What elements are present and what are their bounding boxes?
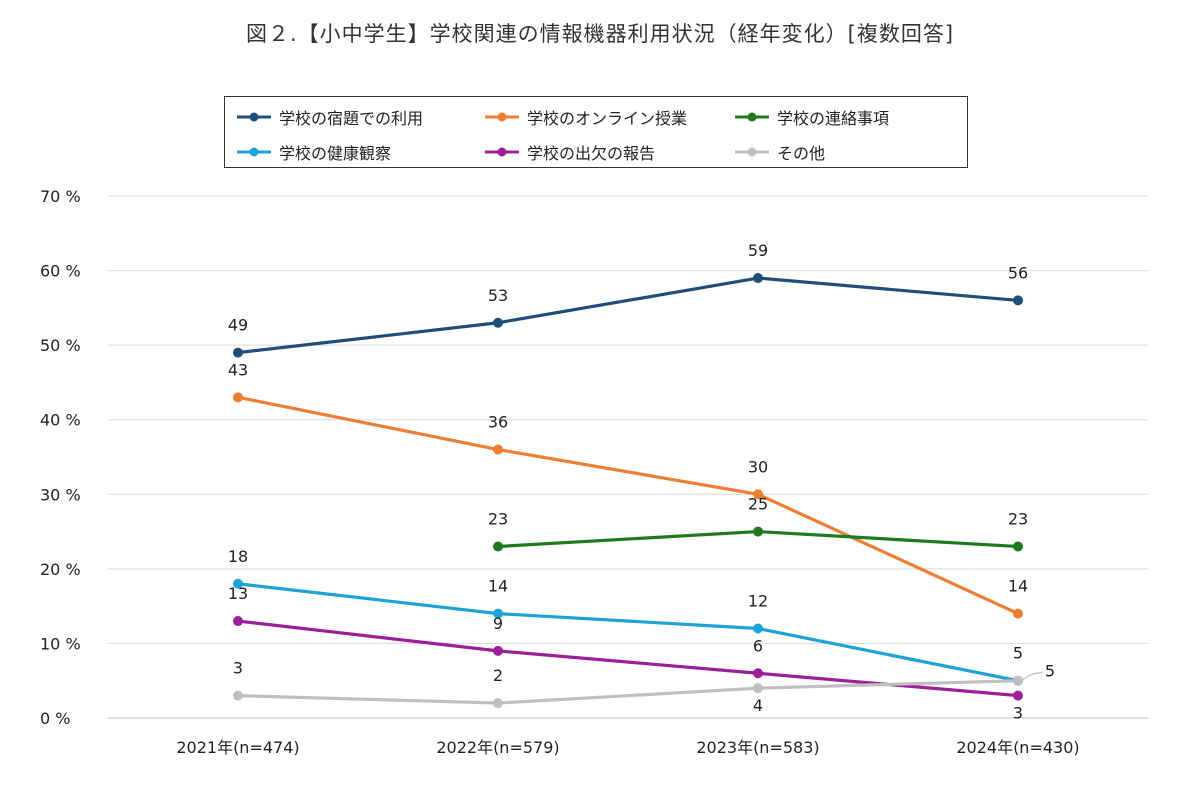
legend-marker-other (735, 147, 769, 157)
y-tick-label: 10 % (40, 634, 81, 653)
data-label: 56 (1008, 263, 1028, 282)
data-point (1013, 675, 1023, 686)
legend-label-online-class: 学校のオンライン授業 (527, 109, 688, 128)
data-label: 30 (748, 457, 768, 476)
y-tick-label: 20 % (40, 560, 81, 579)
x-tick-label: 2023年(n=583) (696, 738, 819, 757)
legend-label-attendance: 学校の出欠の報告 (527, 144, 656, 163)
data-label: 18 (228, 547, 248, 566)
legend-marker-notices (735, 112, 769, 122)
legend-label-health-check: 学校の健康観察 (279, 144, 392, 163)
legend-item-online-class: 学校のオンライン授業 (483, 105, 687, 129)
data-label: 23 (1008, 509, 1028, 528)
data-label: 5 (1013, 644, 1023, 663)
y-tick-label: 40 % (40, 411, 81, 430)
y-tick-label: 0 % (40, 709, 70, 728)
data-label: 14 (1008, 577, 1028, 596)
data-point (493, 645, 503, 656)
data-point (753, 526, 763, 537)
data-label: 53 (488, 286, 508, 305)
data-label: 9 (493, 614, 503, 633)
data-point (233, 578, 243, 589)
data-label: 43 (228, 360, 248, 379)
data-point (233, 690, 243, 701)
data-label: 3 (233, 659, 243, 678)
y-tick-label: 50 % (40, 336, 81, 355)
legend-marker-health-check (237, 147, 271, 157)
y-tick-label: 30 % (40, 485, 81, 504)
data-point (493, 541, 503, 552)
data-point (1013, 295, 1023, 306)
legend-label-other: その他 (777, 144, 826, 163)
data-label: 36 (488, 413, 508, 432)
data-point (753, 623, 763, 634)
data-label: 25 (748, 495, 768, 514)
data-label: 6 (753, 636, 763, 655)
data-point (1013, 541, 1023, 552)
legend-label-notices: 学校の連絡事項 (777, 109, 890, 128)
legend-label-homework: 学校の宿題での利用 (279, 109, 424, 128)
x-tick-label: 2022年(n=579) (436, 738, 559, 757)
data-point (753, 668, 763, 679)
legend-marker-online-class (485, 112, 519, 122)
y-tick-label: 70 % (40, 187, 81, 206)
data-label: 23 (488, 509, 508, 528)
chart-title: 図２.【小中学生】学校関連の情報機器利用状況（経年変化）[複数回答] (245, 22, 955, 46)
data-label: 12 (748, 592, 768, 611)
data-point (233, 347, 243, 358)
data-point (493, 317, 503, 328)
x-tick-label: 2021年(n=474) (176, 738, 299, 757)
label-leader-line (1021, 672, 1043, 682)
legend-item-notices: 学校の連絡事項 (733, 105, 889, 129)
series-line (237, 679, 1019, 705)
data-point (233, 392, 243, 403)
legend-marker-homework (237, 112, 271, 122)
legend-item-homework: 学校の宿題での利用 (235, 105, 423, 129)
data-label: 13 (228, 584, 248, 603)
data-label: 5 (1045, 662, 1055, 681)
legend-item-other: その他 (733, 140, 825, 164)
data-point (493, 608, 503, 619)
legend-marker-attendance (485, 147, 519, 157)
legend-item-attendance: 学校の出欠の報告 (483, 140, 655, 164)
data-point (1013, 608, 1023, 619)
data-point (1013, 690, 1023, 701)
data-point (493, 444, 503, 455)
y-tick-label: 60 % (40, 262, 81, 281)
data-point (753, 273, 763, 284)
data-label: 49 (228, 316, 248, 335)
data-label: 2 (493, 666, 503, 685)
series-line (237, 582, 1019, 683)
data-point (753, 489, 763, 500)
data-point (753, 683, 763, 694)
data-label: 4 (753, 696, 763, 715)
series-line (237, 395, 1019, 616)
data-label: 14 (488, 577, 508, 596)
x-tick-label: 2024年(n=430) (956, 738, 1079, 757)
data-point (493, 698, 503, 709)
data-label: 3 (1013, 704, 1023, 723)
legend-item-health-check: 学校の健康観察 (235, 140, 391, 164)
series-line (237, 276, 1019, 355)
legend: 学校の宿題での利用 学校のオンライン授業 学校の連絡事項 学校の健康観察 学校の… (224, 96, 968, 168)
data-point (233, 616, 243, 627)
data-label: 59 (748, 241, 768, 260)
